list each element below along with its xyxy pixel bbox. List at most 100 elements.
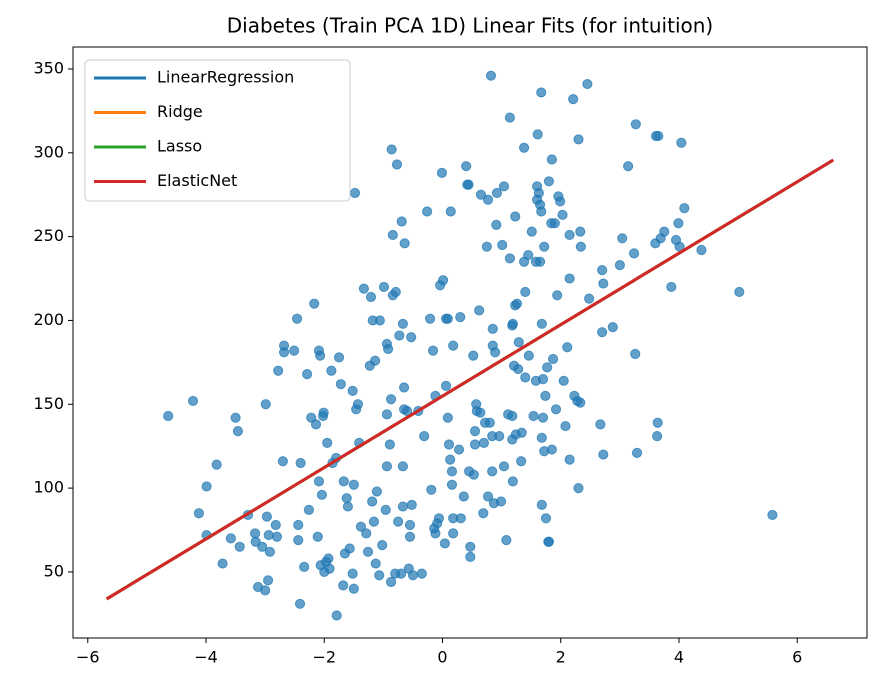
point [676,137,687,148]
point [485,70,497,81]
point [455,513,466,524]
point [491,219,502,230]
y-tick-label: 150 [33,394,64,413]
legend-label: ElasticNet [157,171,237,190]
point [540,513,552,524]
point [383,343,394,355]
point [528,410,539,422]
point [573,483,584,494]
point [264,546,275,557]
point [324,563,335,574]
point [520,372,531,383]
point [374,315,385,326]
point [507,410,518,422]
y-tick-label: 350 [33,58,64,77]
point [478,508,489,519]
point [315,350,326,361]
point [323,553,334,564]
point [536,318,547,329]
point [532,129,543,140]
point [367,496,378,507]
point [316,489,328,500]
point [617,233,628,244]
point [607,322,618,333]
point [294,598,306,609]
point [333,352,345,363]
point [293,534,304,546]
point [424,313,436,324]
point [370,355,381,366]
point [482,491,494,502]
point [540,390,551,401]
point [469,426,481,437]
point [406,499,417,510]
point [341,493,352,504]
point [575,241,586,252]
point [516,427,527,438]
x-tick-label: 4 [674,648,684,667]
point [362,546,374,557]
point [278,347,290,358]
point [273,365,284,376]
point [575,397,586,408]
point [652,417,663,428]
point [326,365,337,376]
y-tick-label: 100 [33,478,64,497]
point [385,394,397,405]
point [374,570,385,581]
point [458,491,469,502]
point [573,134,584,145]
point [543,176,555,187]
point [404,519,416,531]
point [436,167,448,179]
point [396,216,407,227]
point [380,504,391,516]
point [406,332,417,343]
point [393,516,404,527]
point [201,481,212,492]
point [426,484,437,495]
point [263,575,274,586]
point [331,610,342,621]
point [487,466,498,477]
point [463,179,474,190]
point [475,407,486,418]
point [468,350,479,361]
point [562,342,573,353]
point [513,363,524,375]
point [537,412,549,423]
point [378,281,390,293]
point [526,226,537,237]
point [468,469,479,480]
point [394,330,405,341]
point [575,226,586,237]
point [437,275,449,286]
point [501,534,512,546]
point [352,399,364,410]
point [536,206,547,217]
point [293,519,304,531]
point [484,417,495,428]
point [322,437,333,448]
x-tick-label: −6 [76,648,100,667]
point [546,444,557,455]
point [582,78,593,90]
point [163,410,174,422]
point [225,533,236,544]
point [384,439,395,450]
point [370,558,381,569]
point [504,112,516,123]
point [523,350,534,361]
point [439,538,450,549]
point [390,286,401,298]
point [309,298,320,309]
point [377,540,388,551]
point [257,541,268,552]
point [518,142,530,153]
point [453,444,465,455]
plot-frame [72,46,868,639]
point [419,431,430,442]
legend-box [84,59,351,202]
point [497,239,508,251]
point [568,94,579,105]
